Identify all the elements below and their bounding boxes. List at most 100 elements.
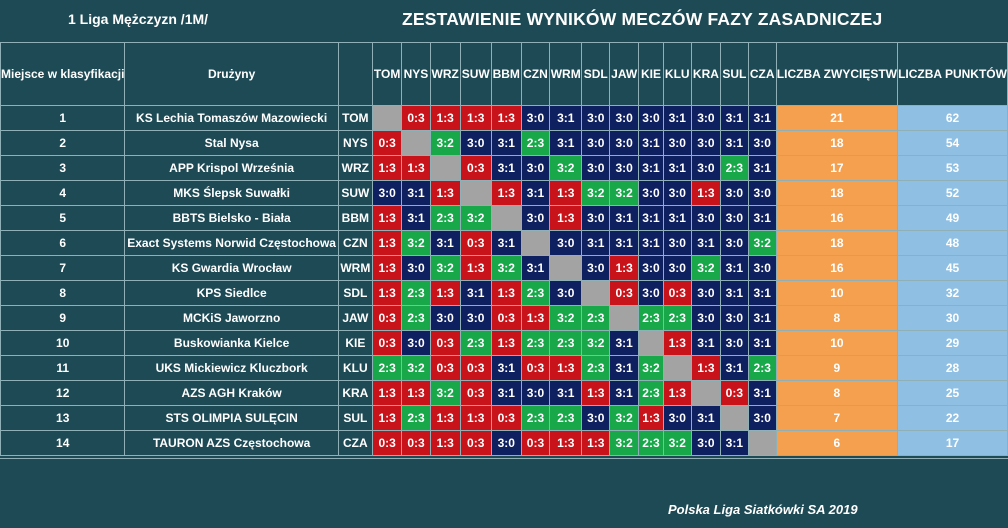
match-score-cell: 3:1 <box>662 105 692 131</box>
match-score-cell: 3:0 <box>720 205 749 231</box>
row-team-code: JAW <box>337 305 373 331</box>
match-score-cell: 3:1 <box>638 230 664 256</box>
match-score-cell: 3:0 <box>720 180 749 206</box>
match-score-cell: 1:3 <box>520 305 551 331</box>
match-score-cell: 3:0 <box>609 130 640 156</box>
match-score-cell: 3:1 <box>747 105 777 131</box>
match-score-cell: 3:1 <box>638 205 664 231</box>
match-score-cell: 3:0 <box>690 205 722 231</box>
header-opponent-sdl: SDL <box>581 42 611 106</box>
match-score-cell: 3:0 <box>690 280 722 306</box>
match-score-cell: 1:3 <box>490 280 522 306</box>
match-score-cell: 2:3 <box>549 405 583 431</box>
self-match-cell <box>720 405 749 431</box>
match-score-cell: 3:2 <box>490 255 522 281</box>
row-place: 5 <box>0 205 126 231</box>
self-match-cell <box>747 430 777 456</box>
header-opponent-wrz: WRZ <box>429 42 461 106</box>
match-score-cell: 3:1 <box>581 230 611 256</box>
match-score-cell: 0:3 <box>520 430 551 456</box>
row-place: 4 <box>0 180 126 206</box>
row-team-name: MCKiS Jaworzno <box>124 305 339 331</box>
match-score-cell: 3:0 <box>401 330 431 356</box>
match-score-cell: 2:3 <box>747 355 777 381</box>
match-score-cell: 0:3 <box>490 305 522 331</box>
match-score-cell: 2:3 <box>401 280 431 306</box>
match-score-cell: 3:2 <box>429 380 461 406</box>
match-score-cell: 3:1 <box>720 280 749 306</box>
match-score-cell: 3:0 <box>609 155 640 181</box>
match-score-cell: 1:3 <box>549 430 583 456</box>
table-row: 10 Buskowianka Kielce KIE 0:3 3:0 0:3 2:3 1:3 2:… <box>0 330 1008 356</box>
row-team-name: Exact Systems Norwid Częstochowa <box>124 230 339 256</box>
self-match-cell <box>429 155 461 181</box>
match-score-cell: 3:2 <box>638 355 664 381</box>
row-wins: 7 <box>775 405 899 431</box>
match-score-cell: 2:3 <box>520 405 551 431</box>
match-score-cell: 3:0 <box>638 280 664 306</box>
row-team-code: KIE <box>337 330 373 356</box>
match-score-cell: 3:1 <box>720 105 749 131</box>
table-row: 1 KS Lechia Tomaszów Mazowiecki TOM 0:3 1:3 1… <box>0 105 1008 131</box>
match-score-cell: 3:1 <box>609 380 640 406</box>
match-score-cell: 1:3 <box>490 330 522 356</box>
match-score-cell: 1:3 <box>490 180 522 206</box>
row-points: 22 <box>897 405 1008 431</box>
self-match-cell <box>459 180 492 206</box>
row-team-name: Stal Nysa <box>124 130 339 156</box>
row-team-code: CZN <box>337 230 373 256</box>
match-score-cell: 1:3 <box>609 255 640 281</box>
match-score-cell: 3:2 <box>429 255 461 281</box>
row-place: 12 <box>0 380 126 406</box>
self-match-cell <box>401 130 431 156</box>
header-points: LICZBA PUNKTÓW <box>897 42 1008 106</box>
table-row: 11 UKS Mickiewicz Kluczbork KLU 2:3 3:2 0:3 0:… <box>0 355 1008 381</box>
match-score-cell: 3:1 <box>490 230 522 256</box>
row-team-code: WRZ <box>337 155 373 181</box>
table-row: 8 KPS Siedlce SDL 1:3 2:3 1:3 3:1 1:3 2:3 3:0 0:3 3… <box>0 280 1008 306</box>
row-points: 48 <box>897 230 1008 256</box>
match-score-cell: 3:1 <box>662 155 692 181</box>
match-score-cell: 3:2 <box>429 130 461 156</box>
match-score-cell: 3:0 <box>490 430 522 456</box>
match-score-cell: 3:2 <box>690 255 722 281</box>
match-score-cell: 3:1 <box>747 155 777 181</box>
match-score-cell: 2:3 <box>401 305 431 331</box>
row-points: 45 <box>897 255 1008 281</box>
row-points: 54 <box>897 130 1008 156</box>
row-team-code: WRM <box>337 255 373 281</box>
row-team-name: TAURON AZS Częstochowa <box>124 430 339 456</box>
row-place: 8 <box>0 280 126 306</box>
header-place: Miejsce w klasyfikacji <box>0 42 126 106</box>
table-row: 2 Stal Nysa NYS 0:3 3:2 3:0 3:1 2:3 3:1 3:0 3:0 3:1… <box>0 130 1008 156</box>
page-title: ZESTAWIENIE WYNIKÓW MECZÓW FAZY ZASADNIC… <box>402 9 883 29</box>
row-wins: 10 <box>775 330 899 356</box>
match-score-cell: 3:0 <box>662 130 692 156</box>
self-match-cell <box>520 230 551 256</box>
match-score-cell: 3:0 <box>520 380 551 406</box>
match-score-cell: 0:3 <box>401 105 431 131</box>
match-score-cell: 3:0 <box>638 105 664 131</box>
match-score-cell: 3:1 <box>401 180 431 206</box>
table-row: 9 MCKiS Jaworzno JAW 0:3 2:3 3:0 3:0 0:3 1:3 3:2 2… <box>0 305 1008 331</box>
row-place: 2 <box>0 130 126 156</box>
row-points: 49 <box>897 205 1008 231</box>
table-row: 7 KS Gwardia Wrocław WRM 1:3 3:0 3:2 1:3 3:2 3:1… <box>0 255 1008 281</box>
match-score-cell: 3:1 <box>720 130 749 156</box>
match-score-cell: 0:3 <box>371 430 403 456</box>
row-team-code: BBM <box>337 205 373 231</box>
self-match-cell <box>490 205 522 231</box>
row-wins: 10 <box>775 280 899 306</box>
match-score-cell: 1:3 <box>459 405 492 431</box>
match-score-cell: 0:3 <box>401 430 431 456</box>
table-row: 12 AZS AGH Kraków KRA 1:3 1:3 3:2 0:3 3:1 3:0 3:1… <box>0 380 1008 406</box>
match-score-cell: 3:0 <box>662 255 692 281</box>
self-match-cell <box>609 305 640 331</box>
header-opponent-klu: KLU <box>662 42 692 106</box>
match-score-cell: 0:3 <box>662 280 692 306</box>
row-points: 62 <box>897 105 1008 131</box>
table-row: 4 MKS Ślepsk Suwałki SUW 3:0 3:1 1:3 1:3 3:1 1:3… <box>0 180 1008 206</box>
match-score-cell: 3:0 <box>720 230 749 256</box>
match-score-cell: 3:0 <box>662 405 692 431</box>
row-place: 7 <box>0 255 126 281</box>
